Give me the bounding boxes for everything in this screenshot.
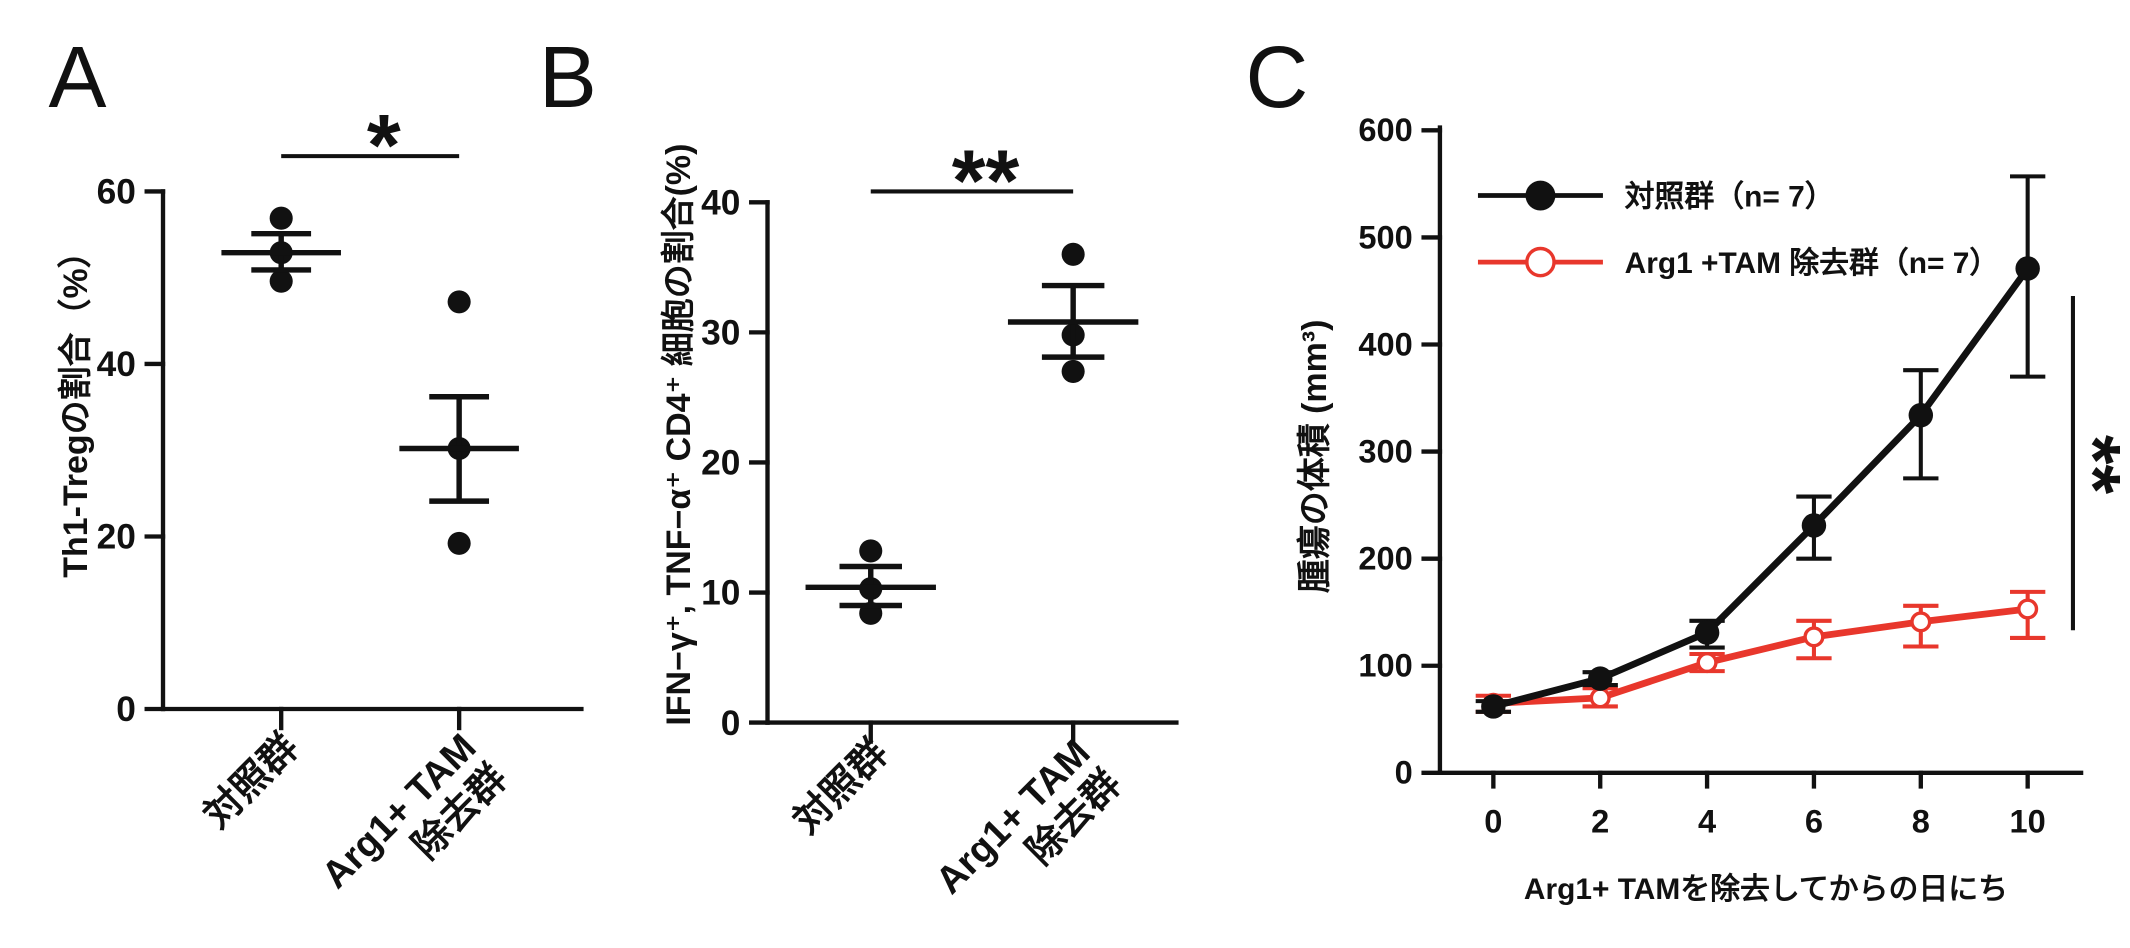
data-point xyxy=(2015,256,2040,281)
data-point xyxy=(269,206,293,230)
data-point xyxy=(1694,620,1720,645)
x-tick-label: 0 xyxy=(1484,803,1502,840)
series-line xyxy=(1489,605,2032,707)
y-axis-title: Th1-Tregの割合（%） xyxy=(57,234,95,577)
x-category-label: 対照群 xyxy=(786,732,896,842)
x-tick-label: 10 xyxy=(2010,803,2046,840)
data-point xyxy=(447,290,471,314)
y-tick-label: 10 xyxy=(701,574,740,613)
series-control xyxy=(1475,174,2046,719)
series-line xyxy=(1489,265,2032,710)
data-point xyxy=(2017,598,2039,620)
data-point xyxy=(1801,513,1827,538)
panel-c: C 0 100 200 300 400 500 600 0 2 4 6 8 10 腫瘍の体積 (mm³) Ar… xyxy=(1246,29,2130,906)
series-arg1-tam-depleted xyxy=(1475,589,2046,714)
legend: 対照群（n= 7） Arg1 +TAM 除去群（n= 7） xyxy=(1477,179,2000,280)
y-tick-label: 20 xyxy=(97,518,136,557)
data-point xyxy=(1803,626,1825,648)
y-axis-title: 腫瘍の体積 (mm³) xyxy=(1296,320,1334,594)
y-tick-label: 100 xyxy=(1358,647,1412,684)
data-point xyxy=(447,531,471,555)
y-tick-label: 600 xyxy=(1358,111,1412,148)
data-point xyxy=(1481,694,1506,719)
x-tick-label: 8 xyxy=(1912,803,1930,840)
y-tick-label: 20 xyxy=(701,444,740,483)
data-point xyxy=(1696,652,1718,674)
data-point xyxy=(1061,242,1085,266)
legend-label: Arg1 +TAM 除去群（n= 7） xyxy=(1625,246,2000,280)
data-point xyxy=(1587,666,1613,691)
significance-label: * xyxy=(367,97,401,194)
y-tick-label: 40 xyxy=(97,345,136,384)
data-point xyxy=(269,269,293,293)
significance-label: ** xyxy=(952,132,1020,229)
y-tick-label: 400 xyxy=(1358,325,1412,362)
y-tick-label: 0 xyxy=(116,690,136,729)
y-tick-label: 300 xyxy=(1358,432,1412,469)
y-tick-label: 40 xyxy=(701,184,740,223)
x-axis-title: Arg1+ TAMを除去してからの日にち xyxy=(1524,872,2008,906)
y-tick-label: 0 xyxy=(1395,754,1413,791)
y-tick-label: 60 xyxy=(97,173,136,212)
panel-label: C xyxy=(1246,29,1309,126)
x-tick-label: 2 xyxy=(1591,803,1609,840)
data-point xyxy=(1908,402,1934,428)
panel-label: B xyxy=(539,29,597,126)
data-point xyxy=(1061,359,1085,383)
legend-marker xyxy=(1525,180,1556,211)
x-tick-label: 4 xyxy=(1698,803,1716,840)
y-tick-label: 500 xyxy=(1358,218,1412,255)
y-axis-title: IFN−γ⁺, TNF−α⁺ CD4⁺ 細胞の割合(%) xyxy=(660,144,698,726)
legend-label: 対照群（n= 7） xyxy=(1625,179,1835,213)
significance-label: ** xyxy=(2051,435,2130,495)
x-tick-label: 6 xyxy=(1805,803,1823,840)
y-tick-label: 0 xyxy=(721,704,741,743)
x-category-label: 対照群 xyxy=(196,726,306,836)
panel-label: A xyxy=(48,29,106,126)
legend-marker xyxy=(1525,246,1556,278)
data-point xyxy=(1589,687,1611,709)
data-point xyxy=(1910,611,1932,633)
y-tick-label: 200 xyxy=(1358,540,1412,577)
y-tick-label: 30 xyxy=(701,314,740,353)
data-point xyxy=(859,539,883,563)
